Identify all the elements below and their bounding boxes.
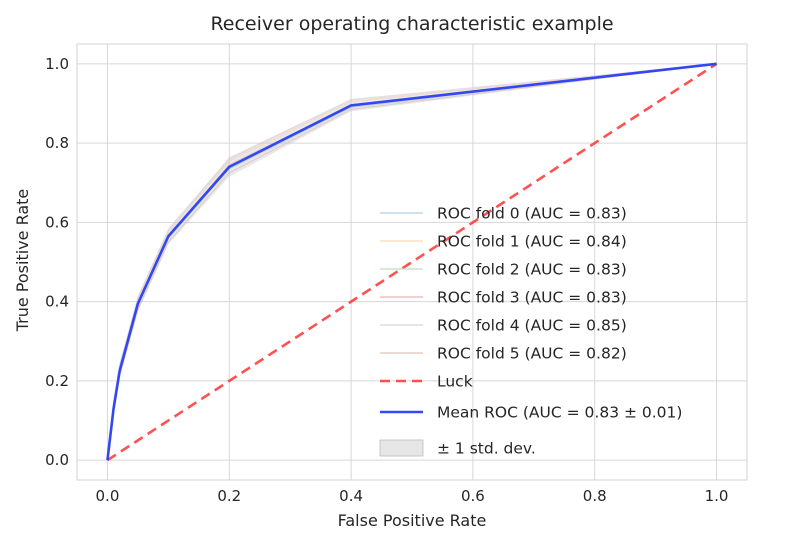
legend-swatch-band <box>379 439 424 457</box>
y-tick-label: 0.8 <box>45 134 69 152</box>
legend-label: Luck <box>437 373 473 391</box>
x-tick-label: 0.6 <box>461 487 485 505</box>
chart-title: Receiver operating characteristic exampl… <box>210 13 613 35</box>
y-tick-labels: 0.0 0.2 0.4 0.6 0.8 1.0 <box>45 55 69 469</box>
y-axis-label: True Positive Rate <box>13 189 32 333</box>
legend-label: Mean ROC (AUC = 0.83 ± 0.01) <box>437 404 682 422</box>
mean-roc-line <box>106 62 717 461</box>
x-tick-label: 0.4 <box>339 487 363 505</box>
x-tick-label: 0.0 <box>96 487 120 505</box>
x-tick-label: 1.0 <box>705 487 729 505</box>
x-tick-label: 0.8 <box>583 487 607 505</box>
legend-label: ROC fold 1 (AUC = 0.84) <box>437 233 627 251</box>
series-lines <box>106 62 718 462</box>
x-tick-label: 0.2 <box>217 487 241 505</box>
legend-label: ROC fold 2 (AUC = 0.83) <box>437 261 627 279</box>
y-tick-label: 0.0 <box>45 451 69 469</box>
legend-label: ROC fold 5 (AUC = 0.82) <box>437 345 627 363</box>
x-axis-label: False Positive Rate <box>338 511 487 530</box>
legend-label: ROC fold 0 (AUC = 0.83) <box>437 205 627 223</box>
luck-line <box>106 62 718 462</box>
y-tick-label: 0.2 <box>45 372 69 390</box>
legend-label: ROC fold 3 (AUC = 0.83) <box>437 289 627 307</box>
y-tick-label: 0.6 <box>45 213 69 231</box>
legend-label-band: ± 1 std. dev. <box>437 440 536 458</box>
legend: ROC fold 0 (AUC = 0.83) ROC fold 1 (AUC =… <box>379 205 682 458</box>
grid <box>77 44 747 480</box>
y-tick-label: 1.0 <box>45 55 69 73</box>
y-tick-label: 0.4 <box>45 293 69 311</box>
legend-label: ROC fold 4 (AUC = 0.85) <box>437 317 627 335</box>
plot-frame <box>76 43 748 481</box>
x-tick-labels: 0.0 0.2 0.4 0.6 0.8 1.0 <box>96 487 729 505</box>
